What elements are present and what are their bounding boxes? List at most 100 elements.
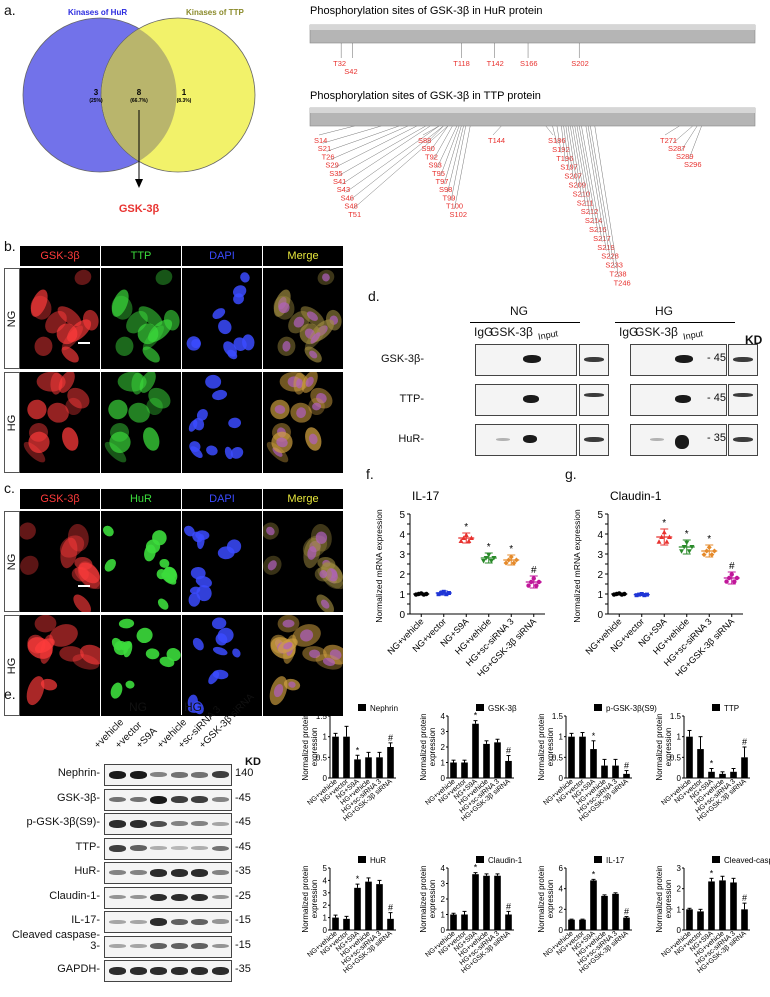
band [523, 355, 541, 363]
y-tick-label: 5 [323, 864, 328, 873]
channel-header-3: Merge [263, 246, 343, 266]
ttp-site-label: S90 [422, 144, 435, 153]
bar [568, 919, 575, 930]
cell [104, 558, 116, 572]
cell [30, 289, 48, 317]
cell-field [269, 615, 343, 706]
y-tick-label: 0 [441, 774, 446, 783]
ttp-site-label: S43 [337, 185, 350, 194]
ttp-site-label: S35 [329, 169, 342, 178]
y-tick-label: 1 [441, 759, 446, 768]
significance-mark: * [356, 874, 360, 884]
ttp-site-label: T51 [348, 210, 361, 219]
cell [118, 618, 135, 629]
y-tick-label: 5 [597, 510, 603, 521]
y-tick-label: 3 [441, 728, 446, 737]
panel-c-label: c. [4, 480, 15, 496]
ttp-site-line [576, 125, 595, 225]
significance-mark: # [742, 737, 747, 747]
bar-chart-7: Cleaved-caspase 3 Normalized proteinexpre… [655, 856, 770, 975]
bar [612, 765, 619, 778]
hur-track-highlight [310, 25, 755, 30]
wb-kd: -35 [235, 963, 251, 975]
data-point [528, 579, 534, 585]
ttp-site-label: T246 [614, 278, 631, 287]
micrograph-merge [263, 511, 343, 612]
ttp-site-line [341, 125, 431, 185]
y-tick-label: 3 [441, 880, 446, 889]
wb-kd: -15 [235, 938, 251, 951]
band [675, 395, 692, 403]
cell [187, 694, 198, 710]
band [496, 438, 510, 441]
ttp-site-label: S93 [429, 161, 442, 170]
ttp-site-line [454, 125, 471, 209]
nucleus [320, 599, 330, 609]
cell [212, 646, 228, 656]
cell [49, 624, 78, 647]
venn-arrow-label: GSK-3β [119, 203, 160, 215]
bar [686, 736, 693, 778]
cell-field [26, 615, 100, 706]
bar [590, 880, 597, 930]
nucleus [322, 657, 336, 666]
wb-row-label: Claudin-1- [49, 889, 100, 902]
significance-mark: * [474, 863, 478, 873]
data-point [701, 552, 707, 558]
band [150, 918, 167, 926]
ttp-site-line [443, 125, 462, 185]
data-point [706, 544, 712, 550]
data-point [526, 583, 531, 588]
chart-title: IL-17 [412, 489, 440, 503]
cell [208, 671, 220, 685]
band [150, 795, 167, 804]
ttp-site-line [590, 125, 615, 269]
ttp-site-line [349, 125, 444, 201]
y-axis-label-2: expression [310, 880, 319, 919]
micrograph-merge [263, 268, 343, 369]
ttp-site-line [426, 125, 444, 144]
band [584, 437, 604, 442]
ttp-site-label: T26 [322, 152, 335, 161]
nucleus [288, 681, 296, 688]
ttp-site-label: S41 [333, 177, 346, 186]
data-point [709, 552, 715, 558]
band [129, 944, 147, 949]
micrograph-dapi [182, 511, 262, 612]
cell [74, 269, 92, 286]
ttp-site-line [570, 125, 582, 198]
cell [109, 431, 131, 454]
y-tick-label: 1 [323, 914, 328, 923]
wb-blot [104, 837, 232, 860]
ttp-site-line [334, 125, 417, 169]
significance-mark: * [592, 731, 596, 741]
row-label-text: HG [6, 414, 18, 431]
y-tick-label: 2 [677, 885, 682, 894]
data-point [734, 575, 740, 581]
nucleus [326, 568, 338, 582]
y-tick-label: 0 [441, 926, 446, 935]
coip-row-label: HuR- [398, 433, 424, 445]
micrograph-gsk-3- [20, 372, 100, 473]
significance-mark: * [464, 522, 468, 533]
ttp-site-label: T144 [488, 136, 505, 145]
bar [612, 893, 619, 930]
nucleus [309, 350, 318, 359]
cell [27, 399, 47, 420]
y-axis-label: Normalized protein [655, 865, 664, 932]
cell [233, 293, 244, 305]
y-axis-label: Normalized mRNA expression [572, 509, 582, 623]
venn-left-title: Kinases of HuR [68, 8, 127, 17]
nucleus [306, 311, 318, 321]
hur-site-label: S42 [344, 67, 357, 76]
hur-site-label: T118 [453, 59, 470, 68]
band [523, 435, 537, 443]
band [109, 796, 126, 802]
band [170, 967, 188, 975]
y-tick-label: 0 [559, 774, 564, 783]
cell [62, 427, 79, 451]
data-point [622, 591, 627, 597]
y-tick-label: 1 [677, 905, 682, 914]
wb-blot [104, 886, 232, 909]
